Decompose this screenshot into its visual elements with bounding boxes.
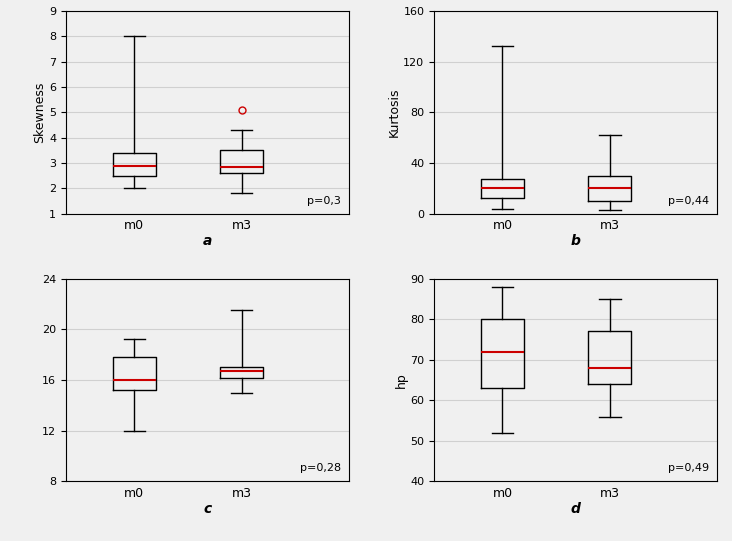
Text: p=0,44: p=0,44 [668,196,709,206]
Text: a: a [203,234,212,248]
Text: d: d [571,502,580,516]
Text: b: b [571,234,580,248]
Y-axis label: Kurtosis: Kurtosis [387,88,400,137]
Text: p=0,49: p=0,49 [668,464,709,473]
Text: c: c [203,502,212,516]
Text: p=0,28: p=0,28 [299,464,340,473]
Y-axis label: Skewness: Skewness [33,82,46,143]
Y-axis label: hp: hp [395,372,408,388]
Text: p=0,3: p=0,3 [307,196,340,206]
